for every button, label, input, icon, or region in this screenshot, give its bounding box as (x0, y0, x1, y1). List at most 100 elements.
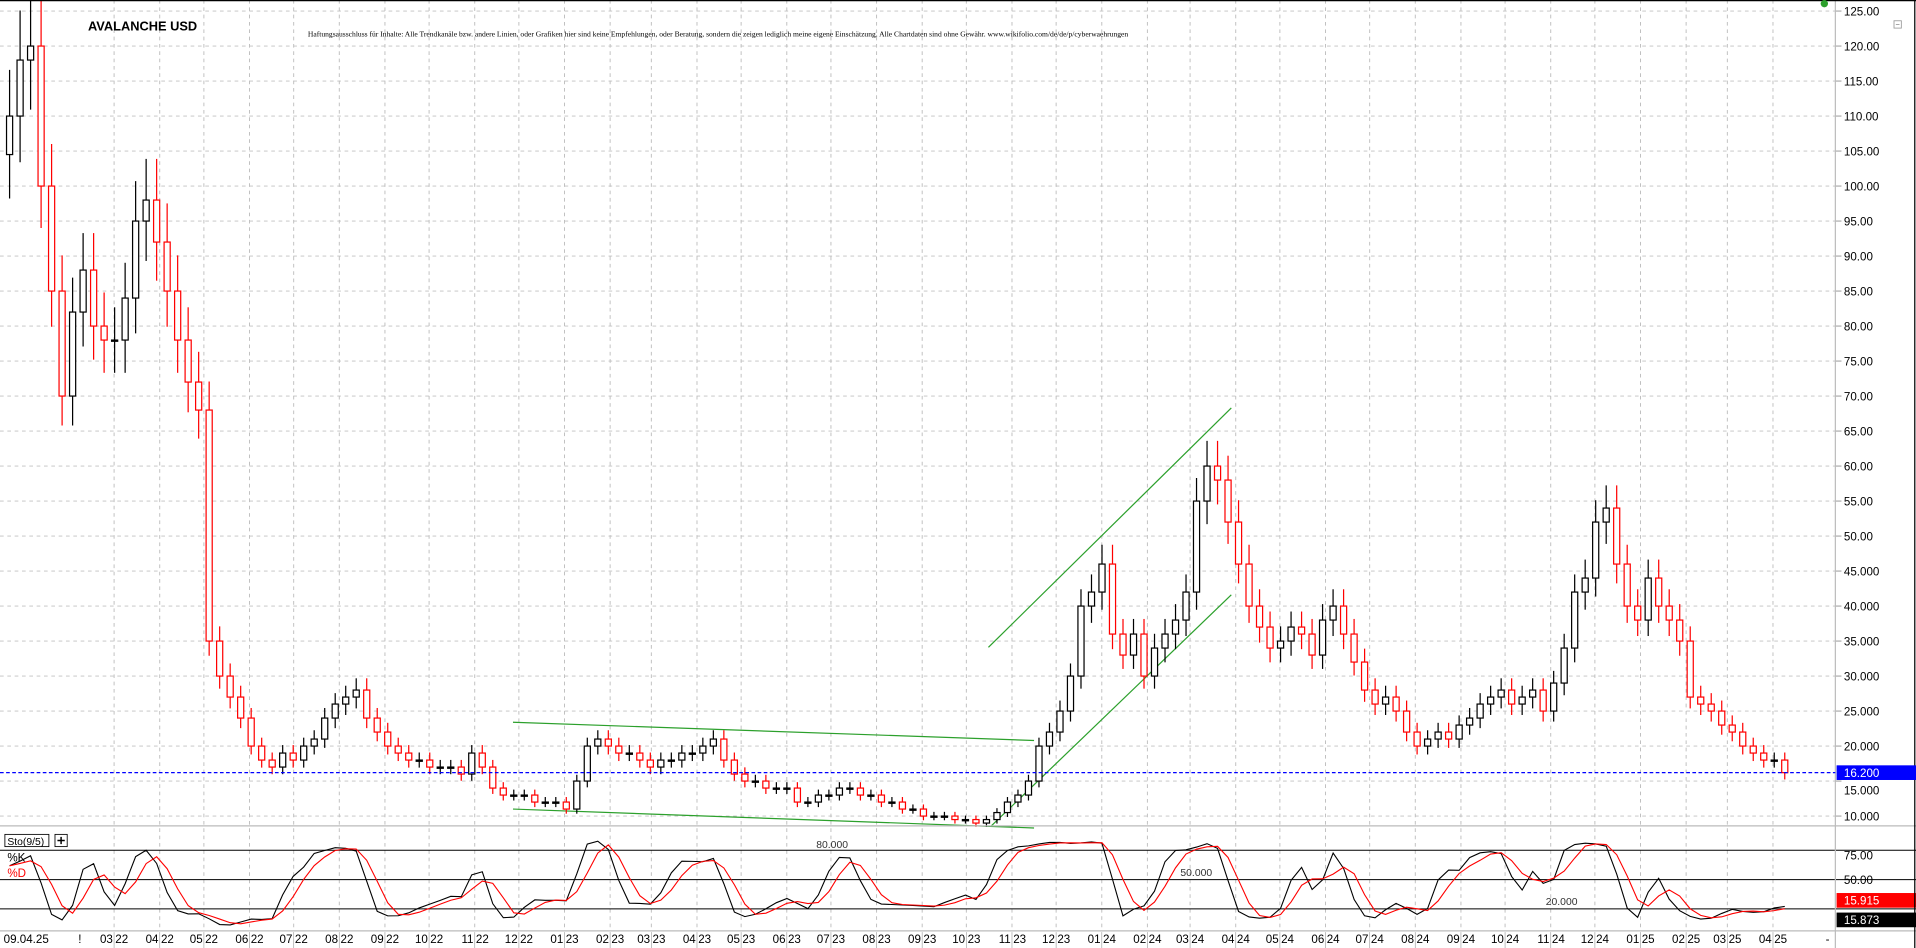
x-tick-label-month: 10 (1491, 933, 1504, 946)
x-tick-label-month: 03 (637, 933, 650, 946)
k-legend: %K (7, 851, 25, 864)
candle-body (1497, 689, 1505, 698)
candle-body (499, 787, 507, 796)
x-tick-label-year: 24 (1506, 933, 1519, 946)
candle-body (1644, 577, 1652, 621)
x-tick-label-month: 01 (1626, 933, 1639, 946)
candle-body (1434, 731, 1442, 740)
collapse-icon[interactable] (1893, 20, 1902, 29)
candle-body (1024, 780, 1033, 796)
candle-body (37, 45, 45, 187)
candle-body (1739, 731, 1747, 747)
candle-body (478, 752, 486, 768)
x-tick-label-month: 09 (908, 933, 921, 946)
x-tick-label-month: 02 (1133, 933, 1146, 946)
y-tick-label: 110.00 (1844, 110, 1879, 123)
x-tick-label-year: 23 (832, 933, 845, 946)
candle-body (163, 241, 171, 292)
candle-body (1528, 689, 1537, 698)
x-tick-label-year: 22 (476, 933, 489, 946)
candle-body (489, 766, 497, 789)
x-tick-label-year: 23 (788, 933, 801, 946)
candle-body (856, 787, 865, 796)
x-tick-label-month: 06 (1311, 933, 1324, 946)
candle-body (1718, 710, 1726, 726)
candle-body (793, 787, 802, 803)
candle-body (373, 717, 381, 733)
level-label-50: 50.000 (1180, 868, 1212, 879)
x-tick-label-year: 22 (520, 933, 533, 946)
candle-body (552, 801, 560, 804)
x-tick-label-year: 22 (341, 933, 354, 946)
candle-body (562, 801, 570, 810)
candle-body (520, 794, 528, 797)
candle-body (625, 752, 633, 755)
x-tick-label-year: 25 (1774, 933, 1787, 946)
indicator-settings-button[interactable] (54, 833, 68, 848)
y-tick-label: 85.00 (1844, 285, 1873, 298)
candle-body (289, 752, 297, 761)
candle-body (152, 199, 161, 243)
candle-body (1371, 689, 1379, 705)
candle-body (1781, 759, 1789, 774)
candle-body (583, 745, 591, 782)
x-tick-label-year: 24 (1371, 933, 1384, 946)
candle-body (846, 787, 854, 790)
x-tick-label-year: 22 (430, 933, 443, 946)
y-tick-label: 100.00 (1844, 180, 1879, 193)
candle-body (1140, 633, 1148, 677)
candle-body (646, 759, 654, 768)
x-tick-label-month: 07 (817, 933, 830, 946)
candle-body (604, 738, 612, 747)
candle-body (237, 696, 245, 719)
candle-body (1476, 703, 1484, 719)
candle-body (678, 752, 686, 761)
candle-body (226, 675, 234, 698)
candle-body (1760, 752, 1768, 761)
x-tick-label-month: 09 (1447, 933, 1460, 946)
candle-body (1203, 465, 1211, 502)
candle-body (730, 759, 739, 775)
candle-body (804, 801, 812, 804)
level-label-20: 20.000 (1546, 897, 1578, 908)
x-tick-label-year: 23 (653, 933, 666, 946)
x-tick-label-month: 12 (505, 933, 518, 946)
last-price-badge (1836, 765, 1916, 780)
candle-body (1234, 521, 1243, 565)
candle-body (1749, 745, 1757, 754)
candle-body (762, 780, 770, 789)
x-tick-label-year: 25 (1687, 933, 1700, 946)
x-tick-label-month: 06 (235, 933, 248, 946)
candle-body (436, 766, 444, 769)
status-dot-icon (1820, 0, 1829, 8)
candle-body (415, 759, 423, 762)
candle-body (89, 269, 98, 327)
candle-body (1392, 696, 1400, 712)
x-tick-label-month: 07 (1356, 933, 1369, 946)
x-tick-label-year: 25 (1642, 933, 1655, 946)
x-tick-label-month: 11 (1537, 933, 1549, 946)
disclaimer-text: Haftungsausschluss für Inhalte: Alle Tre… (308, 30, 1128, 39)
candle-body (699, 745, 707, 754)
indicator-name: Sto(9/5) (7, 837, 44, 848)
last-k-label: 15.873 (1844, 914, 1879, 927)
candle-body (1676, 619, 1684, 642)
y-tick-label: 25.000 (1844, 705, 1879, 718)
x-tick-label-year: 24 (1281, 933, 1294, 946)
y-tick-label: 45.000 (1844, 565, 1879, 578)
candle-body (1287, 626, 1295, 642)
x-tick-label-year: 24 (1327, 933, 1340, 946)
candle-body (1192, 500, 1201, 593)
y-tick-label: 20.000 (1844, 740, 1879, 753)
x-tick-label-year: 23 (742, 933, 755, 946)
x-tick-label-month: 10 (952, 933, 965, 946)
x-tick-label-month: 06 (773, 933, 786, 946)
x-tick-label-month: 04 (683, 933, 696, 946)
x-tick-label-month: 01 (550, 933, 563, 946)
candle-body (268, 759, 276, 768)
x-tick-label-month: 07 (280, 933, 293, 946)
x-tick-label-year: 24 (1237, 933, 1250, 946)
stoch-d-line (9, 842, 1785, 925)
